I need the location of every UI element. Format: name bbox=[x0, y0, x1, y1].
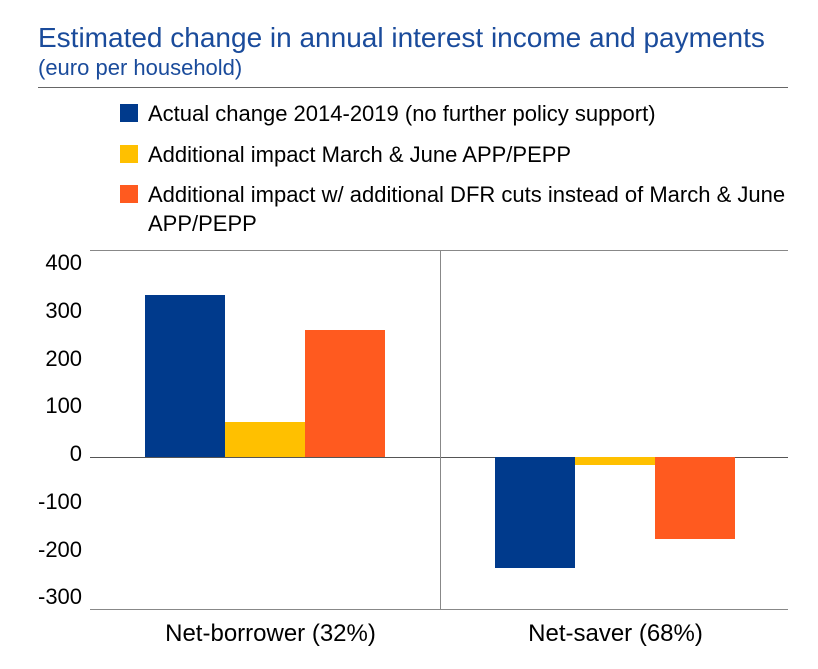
legend-label: Additional impact w/ additional DFR cuts… bbox=[148, 181, 788, 238]
plot-area bbox=[90, 250, 788, 610]
legend-swatch bbox=[120, 185, 138, 203]
bar bbox=[495, 457, 575, 568]
chart-title-sub: (euro per household) bbox=[38, 55, 242, 80]
legend-label: Actual change 2014-2019 (no further poli… bbox=[148, 100, 656, 129]
category-divider bbox=[440, 251, 441, 609]
y-tick-label: 300 bbox=[45, 298, 82, 324]
bar bbox=[145, 295, 225, 457]
legend-item: Additional impact w/ additional DFR cuts… bbox=[120, 181, 788, 238]
bar bbox=[655, 457, 735, 539]
plot-row: 400 300 200 100 0 -100 -200 -300 bbox=[38, 250, 788, 610]
legend-item: Actual change 2014-2019 (no further poli… bbox=[120, 100, 788, 129]
chart-title-main: Estimated change in annual interest inco… bbox=[38, 22, 765, 53]
y-tick-label: -300 bbox=[38, 584, 82, 610]
y-tick-label: 0 bbox=[70, 441, 82, 467]
y-tick-label: 400 bbox=[45, 250, 82, 276]
x-axis: Net-borrower (32%)Net-saver (68%) bbox=[98, 620, 788, 648]
y-tick-label: -200 bbox=[38, 537, 82, 563]
y-tick-label: -100 bbox=[38, 489, 82, 515]
legend-item: Additional impact March & June APP/PEPP bbox=[120, 141, 788, 170]
chart-title-block: Estimated change in annual interest inco… bbox=[38, 20, 788, 88]
y-axis: 400 300 200 100 0 -100 -200 -300 bbox=[38, 250, 90, 610]
bar bbox=[225, 422, 305, 457]
legend-swatch bbox=[120, 104, 138, 122]
x-axis-label: Net-saver (68%) bbox=[443, 620, 788, 648]
x-axis-label: Net-borrower (32%) bbox=[98, 620, 443, 648]
y-tick-label: 200 bbox=[45, 346, 82, 372]
legend-label: Additional impact March & June APP/PEPP bbox=[148, 141, 571, 170]
chart-container: Estimated change in annual interest inco… bbox=[0, 0, 818, 668]
legend-swatch bbox=[120, 145, 138, 163]
bar bbox=[305, 330, 385, 458]
bar bbox=[575, 457, 655, 465]
legend: Actual change 2014-2019 (no further poli… bbox=[120, 100, 788, 238]
y-tick-label: 100 bbox=[45, 393, 82, 419]
